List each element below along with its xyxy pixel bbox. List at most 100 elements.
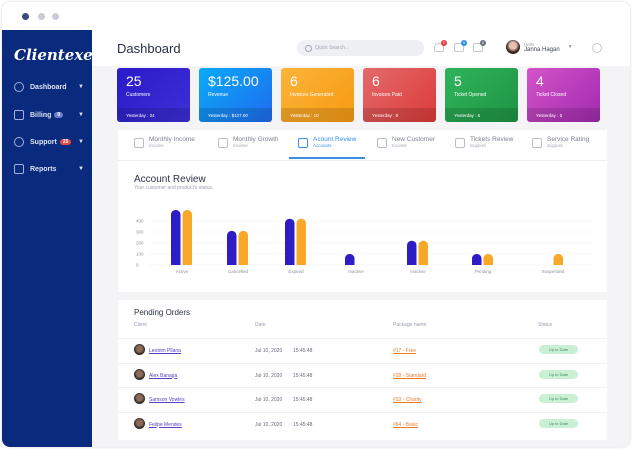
- stat-value: 6: [372, 73, 380, 89]
- tab-new-customer[interactable]: New Customer Income: [377, 136, 435, 148]
- tab-label: Monthly Income: [149, 136, 195, 143]
- tab-icon: [377, 138, 387, 148]
- dashboard-icon: [14, 82, 24, 92]
- close-dot[interactable]: [22, 13, 29, 20]
- client-link[interactable]: Alex Banaga: [149, 372, 178, 379]
- stat-card[interactable]: 6 Invoices Generated Yesterday : 10: [281, 68, 354, 122]
- chevron-down-icon: ▼: [567, 44, 573, 50]
- chevron-down-icon: ▼: [78, 139, 84, 145]
- client-link[interactable]: Felipe Mendes: [149, 421, 182, 428]
- tab-sublabel: Support: [547, 143, 563, 148]
- stat-yesterday: Yesterday : 5: [527, 108, 600, 122]
- stat-yesterday: Yesterday : 10: [281, 108, 354, 122]
- sidebar-item-reports[interactable]: Reports ▼: [14, 164, 84, 174]
- order-time: 15:45:48: [293, 348, 313, 354]
- x-tick-label: Inactive: [410, 269, 426, 274]
- client-link[interactable]: Leotrim Pllana: [149, 348, 181, 354]
- status-badge: Up to Date: [539, 369, 578, 379]
- tasks-icon[interactable]: 0: [473, 40, 486, 52]
- bar-base: [227, 247, 237, 265]
- tab-service-rating[interactable]: Service Rating Support: [532, 136, 589, 148]
- tab-sublabel: Income: [392, 143, 407, 148]
- package-link[interactable]: #33 - Charity: [393, 397, 422, 403]
- nav-label: Reports: [30, 165, 57, 173]
- tab-icon: [298, 138, 308, 148]
- stat-card[interactable]: 4 Ticket Closed Yesterday : 5: [527, 68, 600, 122]
- order-time: 15:45:48: [293, 397, 313, 403]
- package-link[interactable]: #28 - Standard: [393, 372, 427, 379]
- column-header-package: Package name: [393, 322, 427, 328]
- header: Dashboard Quick Search... 2 5 0 Hello Ja…: [92, 30, 630, 66]
- client-link[interactable]: Samson Vowles: [149, 397, 185, 403]
- tab-monthly-income[interactable]: Monthly Income Income: [134, 136, 195, 148]
- chart-subtitle: Your customer and product's status.: [134, 185, 214, 191]
- nav-label: Dashboard: [30, 83, 67, 91]
- tab-label: Tickets Review: [470, 136, 514, 143]
- reports-icon: [14, 164, 24, 174]
- sidebar-item-dashboard[interactable]: Dashboard ▼: [14, 82, 84, 92]
- stat-yesterday: Yesterday : $127.00: [199, 108, 272, 122]
- tab-label: New Customer: [392, 136, 435, 143]
- sidebar-item-support[interactable]: Support 25 ▼: [14, 137, 84, 147]
- support-icon: [14, 137, 24, 147]
- stat-card[interactable]: 5 Ticket Opened Yesterday : 6: [445, 68, 518, 122]
- column-header-date: Date: [255, 322, 266, 328]
- bar-base: [345, 259, 355, 265]
- stat-label: Revenue: [208, 92, 229, 98]
- package-link[interactable]: #17 - Free: [393, 348, 417, 354]
- minimize-dot[interactable]: [38, 13, 45, 20]
- order-date: Jul 10, 2020: [255, 348, 283, 354]
- tab-sublabel: Support: [470, 143, 486, 148]
- order-date: Jul 10, 2020: [255, 421, 283, 428]
- x-tick-label: Pending: [475, 269, 492, 274]
- bar-base: [553, 259, 563, 265]
- search-input[interactable]: Quick Search...: [297, 40, 424, 56]
- stat-card[interactable]: 25 Customers Yesterday : 34: [117, 68, 190, 122]
- sidebar-item-billing[interactable]: Billing 0 ▼: [14, 110, 84, 120]
- status-badge: Up to Date: [539, 394, 578, 403]
- stat-card[interactable]: $125.00 Revenue Yesterday : $127.00: [199, 68, 272, 122]
- stat-card[interactable]: 6 Invoices Paid Yesterday : 8: [363, 68, 436, 122]
- bar-base: [285, 241, 295, 265]
- billing-icon: [14, 110, 24, 120]
- x-tick-label: Suspended: [542, 269, 565, 274]
- user-name: Janna Hagan: [524, 46, 560, 53]
- tab-acount-review[interactable]: Acount Review Accounts: [298, 136, 356, 148]
- table-row: Leotrim Pllana Jul 10, 2020 15:45:48 #17 - …: [118, 338, 607, 362]
- bar-base: [238, 247, 248, 265]
- stat-value: 5: [454, 73, 462, 89]
- bar-base: [472, 259, 482, 265]
- x-tick-label: Inactive: [348, 269, 364, 274]
- package-link[interactable]: #54 - Basic: [393, 421, 419, 428]
- support-badge: 25: [59, 139, 72, 145]
- user-menu[interactable]: Hello Janna Hagan ▼: [506, 40, 573, 54]
- mail-icon[interactable]: 5: [454, 40, 467, 52]
- orders-title: Pending Orders: [134, 308, 191, 317]
- sidebar: Clientexec Dashboard ▼ Billing 0 ▼ Support 2…: [2, 30, 102, 447]
- stat-value: 6: [290, 73, 298, 89]
- tab-icon: [218, 138, 228, 148]
- tab-monthly-growth[interactable]: Monthly Growth Income: [218, 136, 279, 148]
- tab-label: Monthly Growth: [233, 136, 279, 143]
- stat-value: 25: [126, 73, 142, 89]
- stat-label: Customers: [126, 92, 151, 98]
- stat-yesterday: Yesterday : 6: [445, 108, 518, 122]
- tab-icon: [532, 138, 542, 148]
- stat-label: Ticket Opened: [454, 92, 487, 98]
- message-badge: 5: [461, 40, 467, 46]
- active-tab-underline: [289, 157, 365, 159]
- status-badge: Up to Date: [539, 345, 578, 354]
- avatar: [506, 40, 520, 54]
- tab-tickets-review[interactable]: Tickets Review Support: [455, 136, 513, 148]
- maximize-dot[interactable]: [52, 13, 59, 20]
- stat-label: Ticket Closed: [536, 92, 567, 98]
- bar-base: [171, 237, 181, 265]
- y-tick-label: 400: [136, 219, 144, 224]
- stat-label: Invoices Generated: [290, 92, 334, 98]
- bell-icon[interactable]: 2: [434, 40, 447, 52]
- column-header-status: Status: [538, 322, 553, 328]
- bar-base: [182, 237, 192, 265]
- gear-icon[interactable]: [592, 43, 602, 53]
- tab-label: Acount Review: [313, 136, 357, 143]
- tab-sublabel: Accounts: [313, 143, 332, 148]
